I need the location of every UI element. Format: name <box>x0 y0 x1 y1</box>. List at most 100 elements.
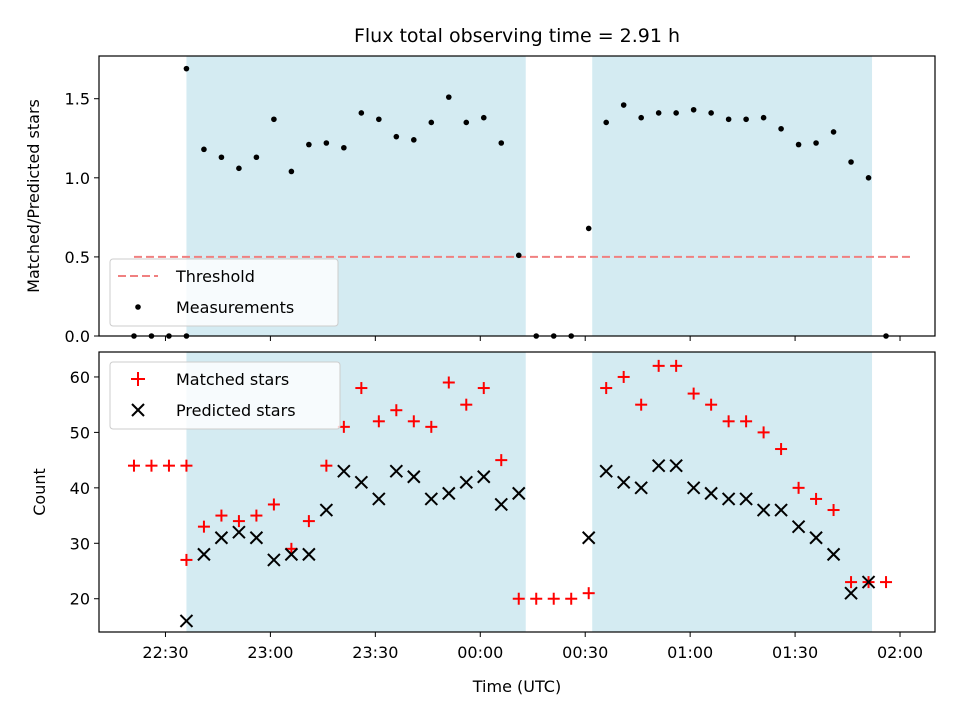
measurement-point <box>848 159 854 165</box>
measurement-point <box>253 154 260 161</box>
threshold-legend-label: Threshold <box>175 267 255 286</box>
matched-stars-point <box>512 592 525 605</box>
matched-stars-point <box>722 415 735 428</box>
measurement-point <box>725 116 732 123</box>
predicted-stars-point <box>302 547 316 562</box>
predicted-stars-point <box>354 475 369 490</box>
ratio-plot-frame <box>98 55 936 337</box>
matched-stars-point <box>600 382 613 395</box>
matched-stars-point <box>460 398 473 411</box>
measurements-legend-icon <box>135 304 141 310</box>
y-tick-label: 20 <box>70 590 90 609</box>
predicted-stars-point <box>197 547 211 562</box>
measurement-point <box>690 106 697 113</box>
measurement-point <box>480 114 487 121</box>
measurement-point <box>183 65 190 72</box>
y-tick-label: 0.5 <box>65 248 90 267</box>
predicted-stars-point <box>704 486 718 501</box>
predicted-stars-point <box>389 464 404 478</box>
predicted-stars-point <box>721 492 736 506</box>
measurement-point <box>603 119 609 126</box>
measurement-point <box>201 146 207 153</box>
matched-stars-point <box>355 382 368 395</box>
predicted-legend-label: Predicted stars <box>176 401 296 420</box>
matched-stars-point <box>162 459 175 472</box>
y-tick-label: 1.0 <box>65 169 90 188</box>
matched-stars-point <box>617 370 630 383</box>
matched-stars-point <box>757 426 770 439</box>
predicted-stars-point <box>372 492 386 506</box>
matched-stars-point <box>302 515 315 528</box>
measurement-point <box>760 114 767 121</box>
measurement-point <box>515 252 522 259</box>
matched-stars-point <box>880 576 893 589</box>
matched-legend-label: Matched stars <box>176 370 289 389</box>
y-tick-label: 30 <box>70 534 90 553</box>
measurement-point <box>306 141 312 148</box>
matched-stars-point <box>705 398 718 411</box>
matched-stars-point <box>232 515 245 528</box>
count-y-axis-label: Count <box>30 468 49 516</box>
measurement-point <box>341 144 347 151</box>
matched-stars-point <box>565 592 578 605</box>
ratio-y-axis-label: Matched/Predicted stars <box>24 99 43 293</box>
ratio-legend-box <box>109 258 339 327</box>
predicted-stars-point <box>756 503 771 517</box>
matched-stars-point <box>827 504 840 517</box>
x-tick-label: 23:00 <box>247 643 293 662</box>
measurement-point <box>673 110 679 116</box>
predicted-stars-point <box>861 575 876 589</box>
predicted-stars-point <box>267 553 281 567</box>
measurement-point <box>393 133 400 140</box>
measurement-point <box>830 129 837 135</box>
predicted-stars-point <box>477 470 491 484</box>
matched-stars-point <box>425 420 438 433</box>
matched-stars-point <box>810 492 823 505</box>
observing-window <box>592 352 873 632</box>
predicted-stars-point <box>651 458 666 473</box>
predicted-legend-icon <box>131 403 145 417</box>
matched-stars-point <box>407 415 420 428</box>
predicted-stars-point <box>284 547 299 562</box>
matched-stars-point <box>390 404 403 417</box>
measurement-point <box>445 94 452 100</box>
x-tick-label: 01:30 <box>772 643 818 662</box>
count-legend-box <box>109 361 341 430</box>
measurement-point <box>358 110 365 116</box>
matched-stars-point <box>530 592 543 605</box>
x-tick-label: 22:30 <box>142 643 188 662</box>
matched-stars-point <box>267 498 280 511</box>
measurements-legend-label: Measurements <box>176 298 294 317</box>
measurement-point <box>463 119 470 126</box>
predicted-stars-point <box>442 486 456 501</box>
measurement-point <box>323 140 330 146</box>
matched-stars-point <box>582 587 595 600</box>
predicted-stars-point <box>407 470 421 484</box>
predicted-stars-point <box>616 475 631 490</box>
measurement-point <box>585 225 592 232</box>
measurement-point <box>288 168 295 175</box>
predicted-stars-point <box>214 531 229 545</box>
predicted-stars-point <box>581 531 596 545</box>
ratio-panel: 0.0 0.5 1.0 1.5 Matched/Predicted stars Thr… <box>24 55 936 346</box>
predicted-stars-point <box>337 464 351 478</box>
matched-stars-point <box>792 481 805 494</box>
predicted-stars-point <box>179 614 194 628</box>
count-y-axis: 20 30 40 50 60 <box>70 368 99 609</box>
matched-stars-point <box>775 443 788 456</box>
matched-stars-point <box>652 359 665 372</box>
ratio-legend: Threshold Measurements <box>109 258 339 327</box>
predicted-stars-point <box>232 525 246 539</box>
x-tick-label: 23:30 <box>352 643 398 662</box>
measurement-point <box>638 114 644 121</box>
predicted-stars-point <box>634 481 648 495</box>
predicted-stars-point <box>459 475 473 490</box>
matched-stars-point <box>477 382 490 395</box>
y-tick-label: 50 <box>70 423 90 442</box>
matched-stars-point <box>547 592 560 605</box>
matched-stars-point <box>320 459 333 472</box>
predicted-stars-point <box>494 497 508 512</box>
predicted-stars-point <box>686 481 701 495</box>
predicted-stars-point <box>249 531 264 545</box>
